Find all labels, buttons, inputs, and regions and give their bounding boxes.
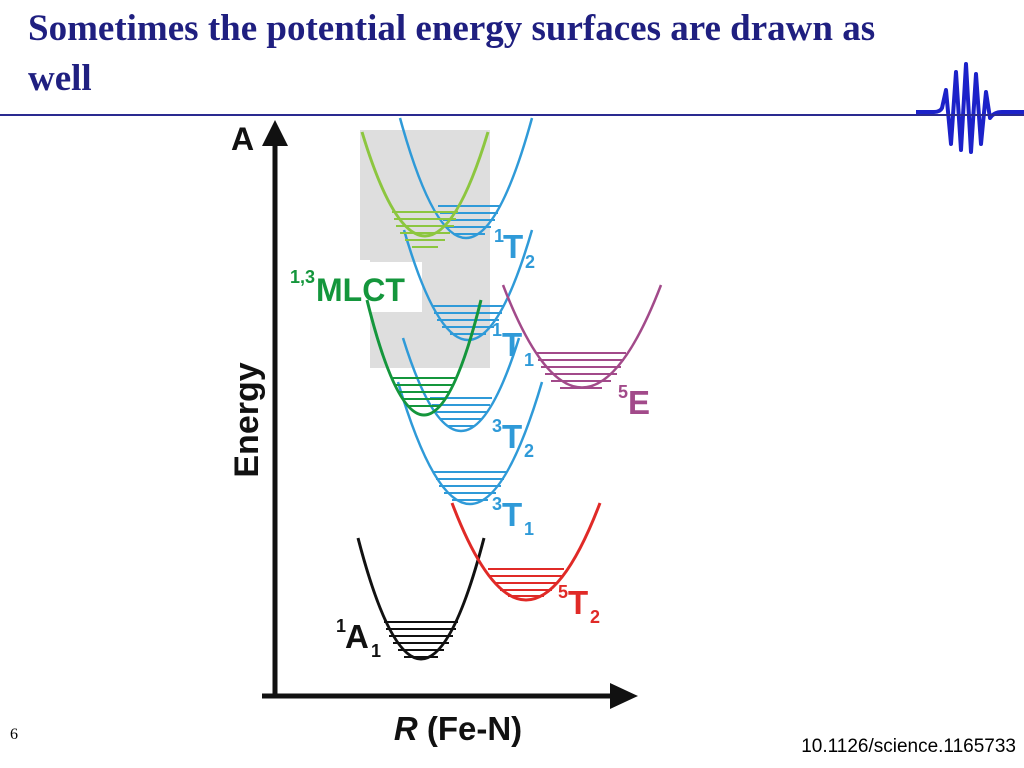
state-label-5E: 5E <box>618 382 650 421</box>
waveform-icon <box>916 62 1024 154</box>
page-number: 6 <box>10 726 18 743</box>
state-label-1A1: 1A 1 <box>336 616 381 661</box>
mlct-label-box <box>286 262 422 312</box>
x-axis-label-text: (Fe-N) <box>418 710 522 747</box>
curve-5T2 <box>450 502 602 602</box>
x-axis-label-variable: R <box>394 710 418 747</box>
panel-label: A <box>231 121 254 157</box>
y-axis-arrowhead <box>262 120 288 146</box>
curve-5E <box>501 284 663 389</box>
curve-3T1 <box>396 381 544 506</box>
state-label-3T2: 3T 2 <box>492 416 534 461</box>
curve-1T1 <box>402 229 534 341</box>
state-label-3T1: 3T 1 <box>492 494 534 539</box>
state-label-1T2: 1T 2 <box>494 226 535 272</box>
curve-3T2 <box>401 337 521 433</box>
state-label-1T1: 1T 1 <box>492 320 534 370</box>
title-divider <box>0 114 1024 116</box>
axes <box>262 120 638 709</box>
curve-1A1 <box>356 537 486 661</box>
x-axis-label: R (Fe-N) <box>394 710 522 747</box>
doi-reference: 10.1126/science.1165733 <box>801 736 1016 757</box>
curve-mlct-upper <box>360 131 490 248</box>
slide-title: Sometimes the potential energy surfaces … <box>28 8 876 99</box>
state-label-mlct: 1,3MLCT <box>290 267 405 308</box>
curve-mlct-lower <box>365 299 483 417</box>
state-label-5T2: 5T 2 <box>558 582 600 627</box>
y-axis-label: Energy <box>228 362 266 477</box>
x-axis-arrowhead <box>610 683 638 709</box>
